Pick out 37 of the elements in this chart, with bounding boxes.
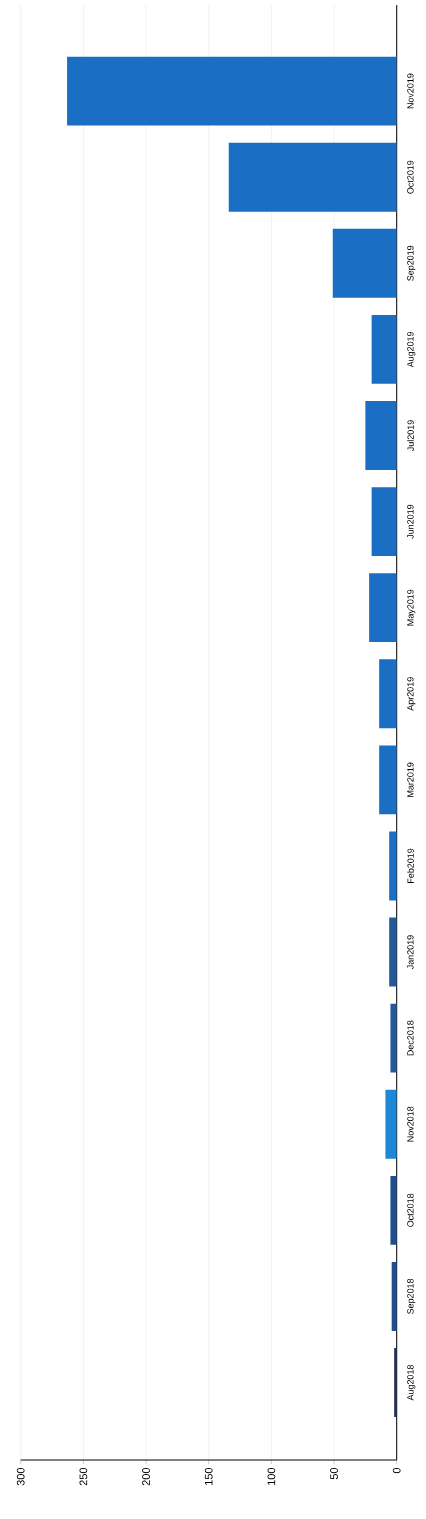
y-tick-label: Feb2019 — [407, 848, 414, 883]
x-tick-label: 200 — [142, 1467, 150, 1486]
bar — [379, 745, 397, 815]
x-tick-label: 50 — [330, 1467, 338, 1480]
bar — [385, 1089, 397, 1159]
bar — [332, 228, 397, 298]
bar — [371, 314, 397, 384]
y-tick-label: Aug2019 — [407, 331, 416, 368]
x-tick-label: 300 — [16, 1467, 25, 1486]
bar — [390, 1175, 397, 1245]
y-tick-label: Jul2019 — [407, 420, 414, 452]
x-tick-label: 150 — [204, 1467, 213, 1485]
x-tick-label: 100 — [267, 1467, 276, 1485]
bar — [365, 401, 397, 470]
y-tick-label: Sep2018 — [407, 1278, 416, 1314]
y-tick-label: Jun2019 — [407, 504, 414, 539]
bar — [371, 487, 397, 557]
y-tick-label: Nov2018 — [407, 1106, 414, 1142]
y-tick-label: Oct2018 — [407, 1193, 414, 1227]
y-tick-label: Aug2018 — [407, 1364, 416, 1401]
bar — [389, 831, 397, 901]
x-tick-label: 250 — [79, 1467, 88, 1486]
x-tick-label: 0 — [392, 1467, 401, 1474]
y-tick-label: Apr2019 — [407, 677, 416, 711]
y-tick-label: Sep2019 — [407, 245, 416, 281]
bar — [379, 659, 397, 729]
y-tick-label: Jan2019 — [407, 935, 414, 970]
bar — [67, 56, 397, 126]
bar — [390, 1003, 397, 1073]
bar — [228, 142, 397, 212]
y-tick-label: Oct2019 — [407, 160, 414, 194]
bar — [389, 917, 397, 987]
bar — [369, 573, 397, 643]
y-tick-label: Dec2018 — [407, 1020, 414, 1056]
y-tick-label: Mar2019 — [407, 762, 414, 797]
y-tick-label: Nov2019 — [407, 73, 414, 109]
y-tick-label: May2019 — [407, 589, 416, 626]
